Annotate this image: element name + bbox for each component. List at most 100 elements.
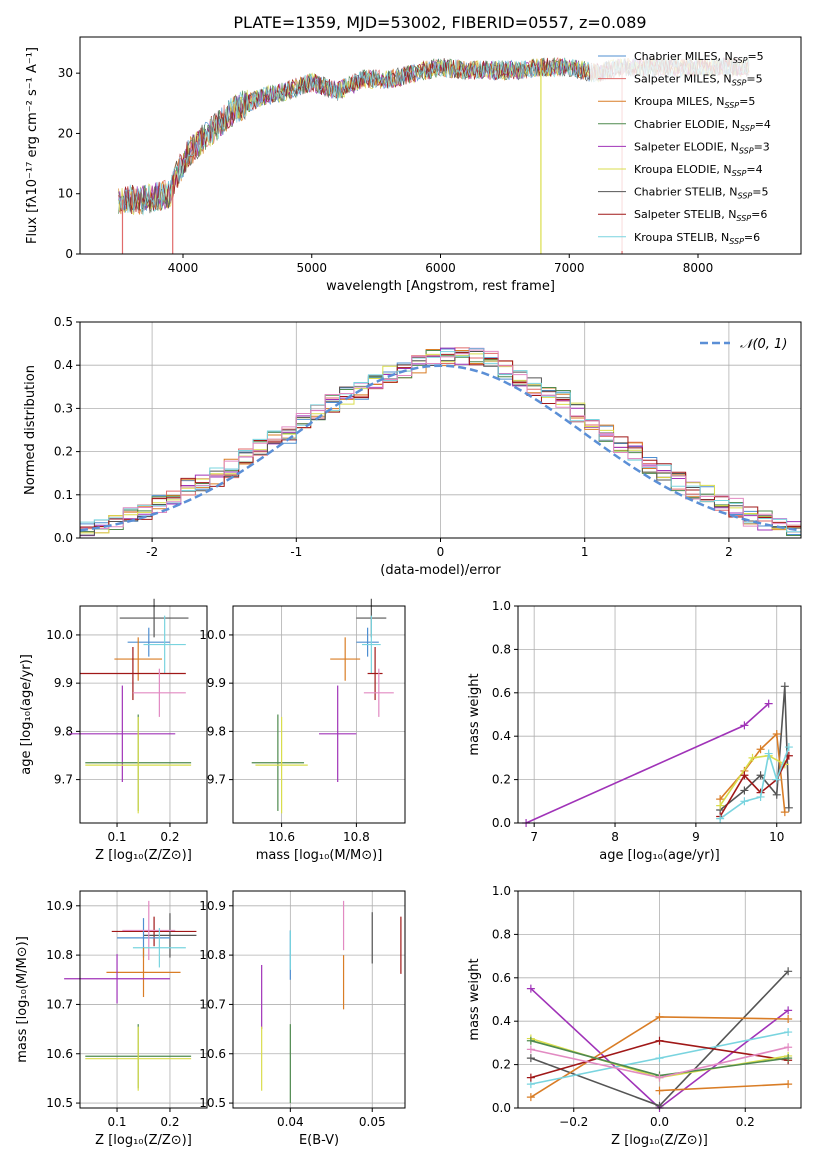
x-tick-label: 5000	[296, 261, 327, 275]
histogram-series	[79, 349, 802, 538]
x-tick-label: 0.2	[736, 1115, 755, 1129]
y-tick-label: 10.5	[199, 1096, 226, 1110]
legend-subscript: SSP	[739, 146, 754, 155]
y-tick-label: 0.6	[492, 971, 511, 985]
x-axis-label: Z [log₁₀(Z/Z⊙)]	[95, 1133, 192, 1148]
legend-label: Salpeter MILES, NSSP=5	[634, 73, 763, 88]
weight-line	[719, 686, 790, 811]
x-tick-label: 4000	[168, 261, 199, 275]
axes-frame	[79, 36, 802, 255]
y-tick-label: 0.6	[492, 686, 511, 700]
legend-value: =6	[744, 231, 760, 244]
weight-marker	[655, 1036, 664, 1045]
weight-marker	[764, 699, 773, 708]
y-tick-label: 0.8	[492, 927, 511, 941]
plot-area	[64, 900, 197, 1091]
x-axis-label: (data-model)/error	[380, 563, 501, 578]
y-tick-label: 1.0	[492, 884, 511, 898]
x-tick-label: -2	[146, 545, 158, 559]
legend-value: =5	[739, 95, 755, 108]
y-tick-label: 0	[65, 247, 73, 261]
figure-title: PLATE=1359, MJD=53002, FIBERID=0557, z=0…	[233, 13, 646, 32]
weight-marker	[526, 984, 535, 993]
legend-value: =5	[747, 50, 763, 63]
x-axis-label: age [log₁₀(age/yr)]	[599, 848, 720, 863]
x-tick-label: -1	[290, 545, 302, 559]
legend-value: =5	[746, 73, 762, 86]
y-tick-label: 0.2	[492, 773, 511, 787]
y-axis-label: Normed distribution	[23, 365, 38, 495]
legend-label: Chabrier STELIB, NSSP=5	[634, 186, 768, 201]
plot-area	[261, 900, 402, 1104]
weight-marker	[655, 1012, 664, 1021]
x-axis-label: mass [log₁₀(M/M⊙)]	[256, 848, 383, 863]
weight-marker	[655, 1054, 664, 1063]
weight-line	[719, 746, 790, 820]
x-tick-label: 0	[437, 545, 445, 559]
weight-marker	[756, 745, 765, 754]
legend-subscript: SSP	[732, 79, 747, 88]
legend-subscript: SSP	[733, 56, 748, 65]
y-tick-label: 10.9	[46, 899, 73, 913]
weight-marker	[764, 749, 773, 758]
weight-marker	[655, 1073, 664, 1082]
weight-marker	[756, 792, 765, 801]
weight-marker	[784, 1043, 793, 1052]
y-tick-label: 0.0	[492, 816, 511, 830]
weight-marker	[716, 814, 725, 823]
y-tick-label: 9.9	[54, 676, 73, 690]
y-tick-label: 10.6	[199, 1047, 226, 1061]
x-tick-label: 0.1	[107, 830, 126, 844]
weight-marker	[526, 1054, 535, 1063]
y-tick-label: 0.5	[54, 315, 73, 329]
x-tick-label: 7	[530, 830, 538, 844]
y-tick-label: 0.2	[492, 1058, 511, 1072]
panel-residuals: -2 -1 0 1 2 0.0 0.1 0.2 0.3 0.4 0.5 (data-model)/er…	[23, 315, 802, 578]
x-tick-label: 0.2	[160, 1115, 179, 1129]
y-tick-label: 9.9	[207, 676, 226, 690]
panel-mass_vs_ebv: 0.04 0.05 10.5 10.6 10.7 10.8 10.9 E(B-V)	[199, 890, 406, 1148]
panel-age_vs_mass: 10.6 10.8 9.7 9.8 9.9 10.0 mass [log₁₀(M/M⊙)]	[199, 598, 406, 863]
x-tick-label: 8	[611, 830, 619, 844]
weight-marker	[740, 786, 749, 795]
legend-label: Chabrier ELODIE, NSSP=4	[634, 118, 771, 133]
legend-value: =5	[752, 186, 768, 199]
x-tick-label: 6000	[425, 261, 456, 275]
panel-weight_vs_Z: −0.2 0.0 0.2 0.0 0.2 0.4 0.6 0.8 1.0 Z [log₁₀(Z/Z…	[467, 884, 802, 1148]
weight-line	[659, 1083, 789, 1092]
legend-label: 𝒩(0, 1)	[740, 337, 787, 352]
plot-area	[79, 347, 802, 538]
weight-marker	[716, 801, 725, 810]
weight-marker	[526, 1073, 535, 1082]
y-axis-label: age [log₁₀(age/yr)]	[19, 654, 34, 775]
legend-value: =3	[754, 140, 770, 153]
plot-area	[69, 598, 192, 814]
x-axis-label: E(B-V)	[299, 1133, 339, 1148]
x-tick-label: 9	[692, 830, 700, 844]
weight-marker	[784, 1006, 793, 1015]
weight-marker	[526, 1036, 535, 1045]
legend: 𝒩(0, 1)	[700, 337, 787, 352]
panel-age_vs_Z: 0.1 0.2 9.7 9.8 9.9 10.0 Z [log₁₀(Z/Z⊙)] age [l…	[19, 598, 208, 863]
x-tick-label: 0.04	[277, 1115, 304, 1129]
y-tick-label: 0.2	[54, 445, 73, 459]
y-tick-label: 10.8	[199, 948, 226, 962]
axes-frame	[232, 605, 406, 824]
weight-marker	[784, 967, 793, 976]
panel-weight_vs_age: 7 8 9 10 0.0 0.2 0.4 0.6 0.8 1.0 age [log₁₀(age/yr…	[467, 599, 802, 863]
axes-frame	[79, 890, 208, 1109]
y-tick-label: 10.6	[46, 1047, 73, 1061]
weight-marker	[784, 1028, 793, 1037]
x-tick-label: −0.2	[559, 1115, 588, 1129]
x-tick-label: 10.6	[268, 830, 295, 844]
y-tick-label: 0.8	[492, 642, 511, 656]
legend-label: Kroupa ELODIE, NSSP=4	[634, 163, 763, 178]
y-tick-label: 0.4	[492, 729, 511, 743]
legend-label: Salpeter STELIB, NSSP=6	[634, 208, 767, 223]
y-tick-label: 9.8	[54, 724, 73, 738]
weight-marker	[772, 790, 781, 799]
weight-marker	[526, 1093, 535, 1102]
weight-marker	[740, 721, 749, 730]
